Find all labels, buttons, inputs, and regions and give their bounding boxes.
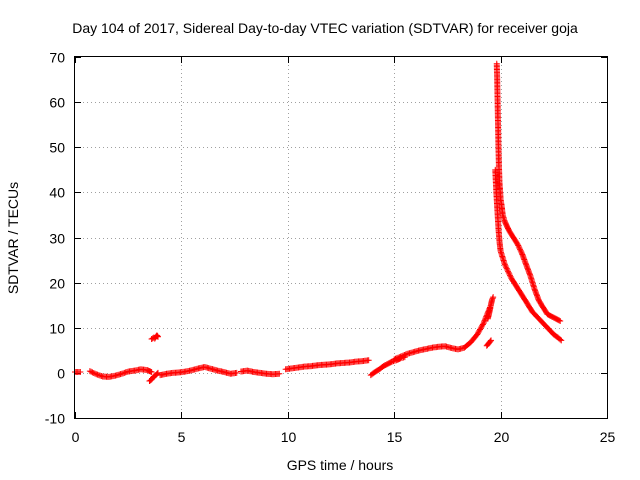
x-tick-label: 15: [387, 429, 403, 445]
data-point: [92, 370, 99, 377]
data-point: [503, 264, 510, 271]
data-point: [402, 351, 409, 358]
axis-ticks: 0 5 10 15 20 25 -10 0 10 20 30 40 50 60 70: [45, 50, 616, 446]
data-point: [396, 354, 403, 361]
data-point: [397, 353, 404, 360]
data-point: [558, 337, 565, 344]
chart-title: Day 104 of 2017, Sidereal Day-to-day VTE…: [72, 20, 578, 36]
data-point: [365, 357, 372, 364]
data-point: [481, 317, 488, 324]
data-point: [503, 265, 510, 272]
data-point: [479, 322, 486, 329]
data-point: [148, 368, 155, 375]
data-point: [505, 269, 512, 276]
plot-frame: [74, 56, 608, 419]
data-point: [479, 321, 486, 328]
data-point: [481, 318, 488, 325]
data-point: [77, 368, 84, 375]
data-points: [72, 60, 565, 384]
data-point: [233, 369, 240, 376]
x-tick-label: 25: [600, 429, 616, 445]
y-tick-label: 40: [49, 185, 65, 201]
data-point: [477, 325, 484, 332]
data-point: [400, 352, 407, 359]
data-point: [514, 241, 521, 248]
data-point: [480, 320, 487, 327]
data-point: [393, 355, 400, 362]
y-tick-label: 30: [49, 231, 65, 247]
data-point: [474, 330, 481, 337]
y-tick-label: 50: [49, 140, 65, 156]
y-tick-label: 70: [49, 50, 65, 66]
data-point: [556, 317, 563, 324]
data-point: [504, 266, 511, 273]
data-point: [515, 243, 522, 250]
y-tick-label: 10: [49, 321, 65, 337]
y-tick-label: 60: [49, 95, 65, 111]
data-point: [488, 337, 495, 344]
data-point: [490, 294, 497, 301]
data-point: [391, 356, 398, 363]
y-tick-label: 20: [49, 276, 65, 292]
data-point: [516, 245, 523, 252]
data-point: [90, 369, 97, 376]
data-point: [392, 355, 399, 362]
data-point: [154, 333, 161, 340]
data-point: [395, 354, 402, 361]
data-point: [474, 331, 481, 338]
data-point: [557, 336, 564, 343]
data-point: [154, 333, 161, 340]
data-point: [502, 262, 509, 269]
data-point: [505, 268, 512, 275]
x-tick-label: 0: [72, 429, 80, 445]
data-point: [517, 246, 524, 253]
y-tick-label: -10: [45, 411, 65, 427]
x-tick-label: 20: [494, 429, 510, 445]
data-point: [86, 368, 93, 375]
data-point: [398, 353, 405, 360]
data-point: [506, 272, 513, 279]
data-point: [489, 296, 496, 303]
data-point: [506, 271, 513, 278]
data-point: [276, 370, 283, 377]
data-point: [478, 323, 485, 330]
data-point: [475, 329, 482, 336]
y-axis-label: SDTVAR / TECUs: [5, 182, 21, 294]
data-point: [88, 368, 95, 375]
y-tick-label: 0: [57, 366, 65, 382]
data-point: [557, 317, 564, 324]
data-point: [153, 332, 160, 339]
data-point: [477, 326, 484, 333]
data-point: [476, 327, 483, 334]
data-point: [487, 338, 494, 345]
data-point: [518, 249, 525, 256]
data-point: [489, 295, 496, 302]
data-point: [401, 352, 408, 359]
x-tick-label: 5: [178, 429, 186, 445]
data-point: [501, 261, 508, 268]
data-point: [515, 242, 522, 249]
x-tick-label: 10: [281, 429, 297, 445]
data-point: [89, 369, 96, 376]
x-axis-label: GPS time / hours: [287, 457, 394, 473]
data-point: [517, 247, 524, 254]
